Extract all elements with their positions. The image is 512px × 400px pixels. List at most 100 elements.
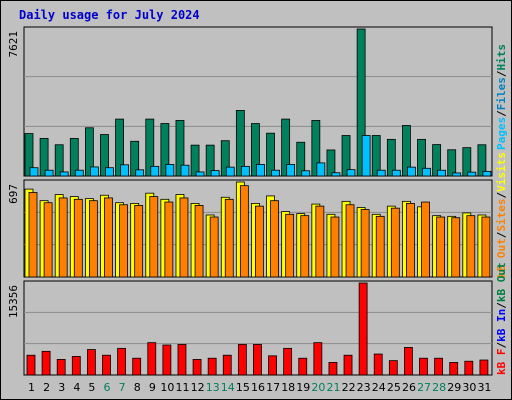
- legend-entry: Files: [495, 77, 508, 110]
- bar-pages: [437, 169, 447, 177]
- bar-pages: [150, 165, 160, 177]
- bar-sites: [436, 216, 446, 278]
- bar-pages: [301, 170, 311, 177]
- bar-kb-f: [449, 362, 459, 376]
- day-label: 24: [372, 381, 386, 394]
- bar-hits: [417, 138, 426, 177]
- bar-kb-f: [102, 354, 111, 376]
- legend-entry: /: [495, 231, 508, 238]
- day-label: 25: [387, 381, 401, 394]
- bar-sites: [73, 198, 83, 278]
- day-label: 29: [447, 381, 461, 394]
- day-labels: 1 2 3 4 5 6 7 8 9 10 11 12 13 14 15 16 17 18 19 20 21 22 23 24 2…: [28, 381, 491, 394]
- bar-kb-f: [207, 357, 217, 376]
- bar-sites: [345, 204, 355, 278]
- day-label: 18: [281, 381, 295, 394]
- bar-pages: [135, 169, 145, 177]
- day-label: 12: [191, 381, 205, 394]
- bar-hits: [251, 123, 260, 177]
- bar-pages: [467, 171, 477, 177]
- bar-hits: [235, 110, 245, 177]
- bar-pages: [120, 164, 129, 177]
- bar-sites: [179, 197, 189, 278]
- panel-kbytes: 15356: [7, 280, 493, 376]
- bar-pages: [376, 169, 386, 177]
- bar-hits: [447, 149, 457, 177]
- bar-sites: [300, 215, 310, 278]
- bar-sites: [285, 213, 295, 278]
- side-legend: kB F/kB In/kB Out: [495, 262, 508, 375]
- bar-hits: [477, 144, 487, 177]
- bar-pages: [240, 165, 250, 177]
- bar-hits: [100, 134, 109, 177]
- bar-sites: [164, 201, 174, 278]
- bar-pages: [331, 172, 341, 177]
- ymax-label: 15356: [7, 285, 20, 318]
- bar-sites: [315, 205, 325, 278]
- bar-kb-f: [132, 357, 142, 376]
- bar-hits: [24, 133, 34, 177]
- bar-pages: [407, 166, 416, 177]
- bar-kb-f: [117, 347, 126, 376]
- bar-sites: [239, 185, 249, 278]
- bar-sites: [149, 196, 159, 278]
- bar-sites: [406, 202, 415, 278]
- bar-hits: [266, 132, 275, 177]
- side-legend: Pages/Files/Hits: [495, 44, 508, 150]
- bar-hits: [175, 120, 185, 177]
- bar-kb-f: [283, 347, 293, 376]
- bar-kb-f: [388, 360, 398, 376]
- bar-pages: [210, 170, 220, 177]
- day-label: 6: [104, 381, 111, 394]
- bar-sites: [43, 202, 53, 278]
- legend-entry: kB Out: [495, 238, 508, 278]
- bar-hits: [39, 137, 49, 177]
- bar-sites: [119, 204, 128, 278]
- bar-hits: [432, 144, 442, 177]
- day-label: 10: [160, 381, 174, 394]
- bar-kb-f: [162, 344, 172, 376]
- bar-pages: [391, 169, 401, 177]
- bar-pages: [74, 169, 84, 177]
- ymax-label: 697: [7, 184, 20, 204]
- bar-kb-f: [56, 359, 66, 376]
- day-label: 4: [73, 381, 80, 394]
- bar-pages: [105, 167, 114, 177]
- bar-hits: [54, 144, 64, 177]
- day-label: 27: [417, 381, 431, 394]
- bar-kb-f: [404, 347, 413, 376]
- bar-hits: [205, 144, 215, 177]
- bar-sites: [209, 216, 219, 278]
- bar-kb-f: [313, 342, 323, 376]
- day-label: 16: [251, 381, 265, 394]
- day-label: 30: [462, 381, 476, 394]
- bar-pages: [482, 170, 492, 177]
- bar-pages: [256, 164, 265, 177]
- bar-sites: [58, 197, 68, 278]
- bar-kb-f: [177, 344, 187, 376]
- bar-pages: [316, 162, 326, 177]
- legend-entry: /: [495, 302, 508, 309]
- bar-pages: [346, 169, 356, 177]
- ymax-label: 7621: [7, 31, 20, 58]
- day-label: 31: [477, 381, 491, 394]
- bar-sites: [360, 209, 370, 278]
- legend-entry: kB F: [495, 349, 508, 376]
- bar-sites: [330, 216, 340, 278]
- legend-entry: /: [495, 342, 508, 349]
- day-label: 22: [342, 381, 356, 394]
- bar-hits: [220, 140, 230, 177]
- bar-kb-f: [434, 357, 444, 376]
- bar-hits: [281, 118, 291, 177]
- day-label: 19: [296, 381, 310, 394]
- bar-hits: [462, 147, 472, 177]
- legend-entry: /: [495, 192, 508, 199]
- bar-sites: [451, 217, 461, 278]
- bar-pages: [44, 169, 54, 177]
- bar-pages: [165, 164, 175, 177]
- bar-kb-f: [479, 359, 489, 376]
- bar-sites: [270, 200, 279, 278]
- bar-kb-f: [464, 360, 474, 376]
